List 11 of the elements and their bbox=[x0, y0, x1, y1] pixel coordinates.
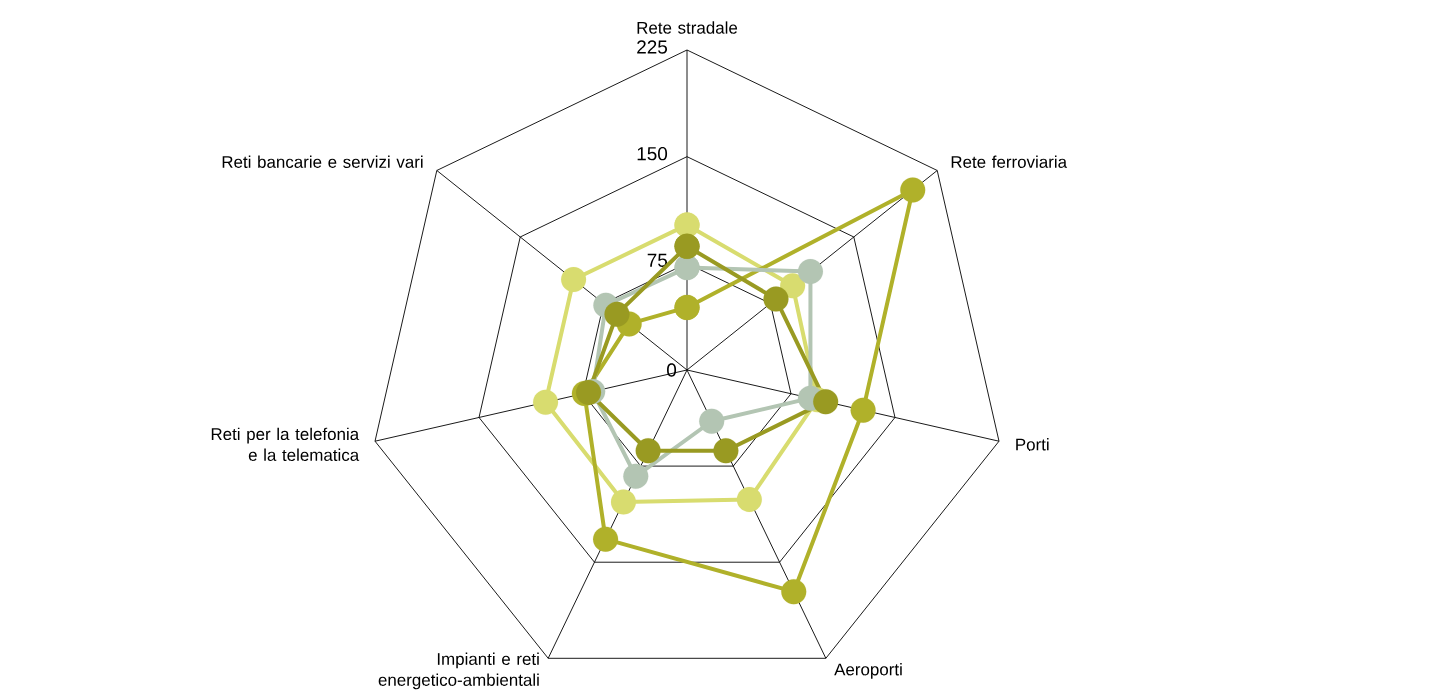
spoke-label: Reti bancarie e servizi vari bbox=[222, 155, 423, 168]
y-tick-label: 225 bbox=[637, 40, 668, 54]
y-tick-label: 75 bbox=[647, 253, 668, 267]
spoke-label: Porti bbox=[1016, 438, 1049, 451]
spoke-label: Reti per la telefonia e la telematica bbox=[211, 427, 360, 461]
y-tick-label: 0 bbox=[667, 363, 677, 377]
spoke-label: Aeroporti bbox=[834, 663, 902, 679]
y-tick-label: 150 bbox=[637, 146, 668, 161]
spoke-label: Impianti e reti energetico-ambientali bbox=[378, 652, 539, 690]
spoke-label: Rete ferroviaria bbox=[951, 155, 1068, 168]
spoke-label: Rete stradale bbox=[637, 21, 738, 34]
